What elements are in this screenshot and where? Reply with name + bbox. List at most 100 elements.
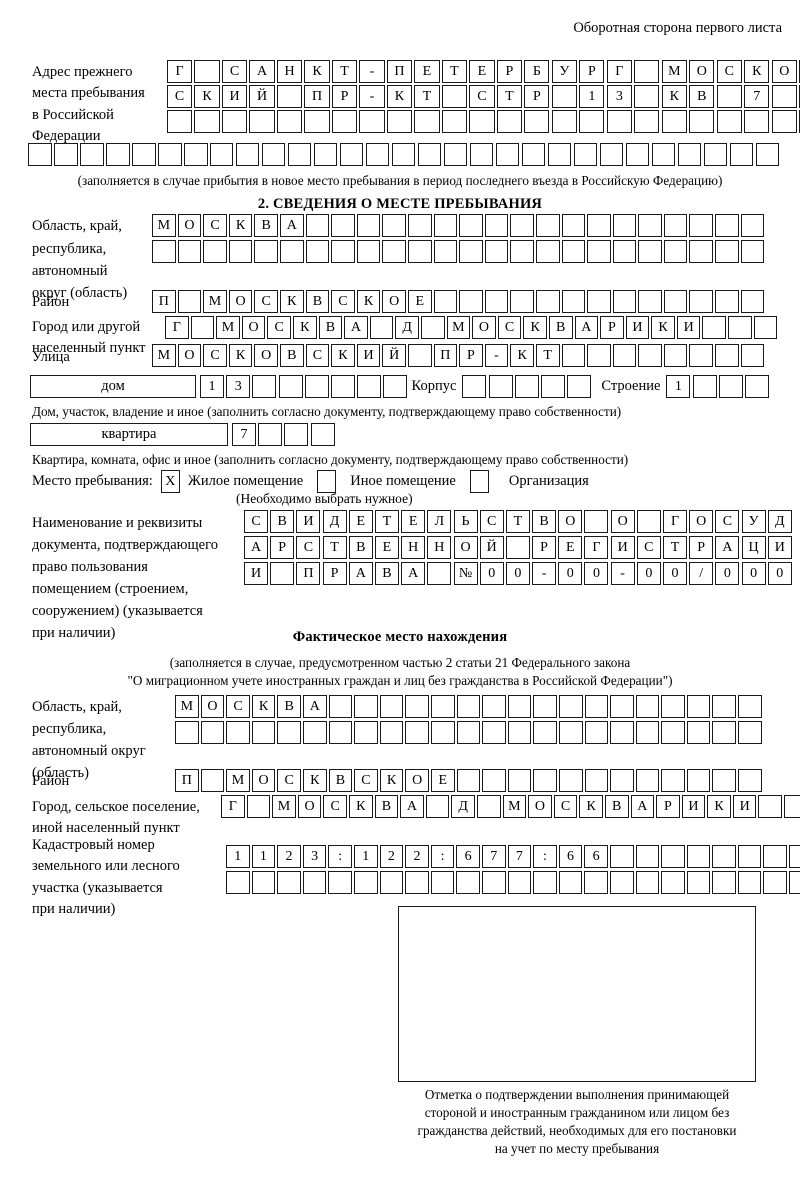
cadastral-row-2[interactable]: [226, 871, 800, 894]
actual-region-r1-cell-5[interactable]: В: [277, 695, 301, 718]
prev-address-r3-cell-16[interactable]: [579, 110, 605, 133]
street-cell-19[interactable]: [612, 344, 637, 367]
prev-address-r2-cell-19[interactable]: К: [661, 85, 687, 108]
prev-address-r1-cell-6[interactable]: К: [304, 60, 330, 83]
prev-address-r4-cell-14[interactable]: [365, 143, 390, 166]
doc-r1-cell-10[interactable]: С: [479, 510, 504, 533]
region-r1-cell-12[interactable]: [433, 214, 458, 237]
prev-address-r3-cell-6[interactable]: [304, 110, 330, 133]
doc-row-3[interactable]: И П Р А В А № 0 0-0 0-0 0/0 0 0: [244, 562, 794, 585]
flat-cell-1[interactable]: 7: [232, 423, 256, 446]
doc-r2-cell-20[interactable]: Ц: [741, 536, 766, 559]
actual-region-r2-cell-23[interactable]: [738, 721, 762, 744]
prev-address-r2-cell-8[interactable]: -: [359, 85, 385, 108]
cadastral-r1-cell-7[interactable]: 2: [379, 845, 404, 868]
actual-city-cell-11[interactable]: [476, 795, 501, 818]
street-cell-15[interactable]: К: [510, 344, 534, 367]
prev-address-r1-cell-23[interactable]: О: [771, 60, 797, 83]
actual-district-cell-16[interactable]: [558, 769, 583, 792]
prev-address-r3-cell-19[interactable]: [661, 110, 687, 133]
region-r2-cell-11[interactable]: [407, 240, 432, 263]
prev-address-r4-cell-20[interactable]: [521, 143, 546, 166]
doc-r3-cell-20[interactable]: 0: [741, 562, 766, 585]
city-cell-22[interactable]: [702, 316, 727, 339]
city-cell-18[interactable]: Р: [600, 316, 624, 339]
cadastral-r2-cell-21[interactable]: [737, 871, 762, 894]
actual-district-cell-17[interactable]: [584, 769, 609, 792]
actual-region-r1-cell-8[interactable]: [354, 695, 378, 718]
city-cell-16[interactable]: В: [548, 316, 573, 339]
prev-address-r2-cell-11[interactable]: [441, 85, 468, 108]
actual-region-r1-cell-3[interactable]: С: [226, 695, 250, 718]
actual-region-r2-cell-16[interactable]: [558, 721, 583, 744]
actual-city-cell-7[interactable]: В: [374, 795, 399, 818]
actual-district-cell-22[interactable]: [712, 769, 737, 792]
actual-region-r2-cell-19[interactable]: [635, 721, 660, 744]
district-cell-23[interactable]: [715, 290, 739, 313]
cadastral-r2-cell-7[interactable]: [379, 871, 404, 894]
korpus-cell-3[interactable]: [514, 375, 539, 398]
region-r1-cell-14[interactable]: [484, 214, 509, 237]
actual-region-r2-cell-5[interactable]: [277, 721, 301, 744]
actual-region-r2-cell-8[interactable]: [354, 721, 378, 744]
street-cell-20[interactable]: [638, 344, 662, 367]
actual-city-cell-17[interactable]: А: [630, 795, 655, 818]
prev-address-r3-cell-8[interactable]: [359, 110, 385, 133]
korpus-cell-4[interactable]: [540, 375, 565, 398]
prev-address-r4-cell-23[interactable]: [599, 143, 624, 166]
region-r1-cell-6[interactable]: А: [279, 214, 304, 237]
city-cell-10[interactable]: Д: [395, 316, 419, 339]
prev-address-r4-cell-11[interactable]: [287, 143, 312, 166]
district-cell-5[interactable]: С: [254, 290, 278, 313]
actual-district-cell-18[interactable]: [610, 769, 634, 792]
doc-r2-cell-1[interactable]: А: [244, 536, 268, 559]
prev-address-r3-cell-23[interactable]: [771, 110, 797, 133]
cadastral-r2-cell-2[interactable]: [251, 871, 276, 894]
doc-r1-cell-12[interactable]: В: [532, 510, 557, 533]
cadastral-r2-cell-3[interactable]: [277, 871, 301, 894]
city-cell-9[interactable]: [369, 316, 394, 339]
prev-address-r4-cell-13[interactable]: [339, 143, 364, 166]
cadastral-r2-cell-5[interactable]: [328, 871, 352, 894]
prev-address-r4-cell-4[interactable]: [105, 143, 130, 166]
prev-address-r1-cell-5[interactable]: Н: [276, 60, 303, 83]
stroenie-cells[interactable]: 1: [666, 375, 771, 398]
doc-r1-cell-21[interactable]: Д: [767, 510, 792, 533]
doc-r1-cell-11[interactable]: Т: [505, 510, 530, 533]
prev-address-r4-cell-27[interactable]: [703, 143, 728, 166]
prev-address-r2-cell-10[interactable]: Т: [414, 85, 440, 108]
cadastral-r2-cell-15[interactable]: [584, 871, 608, 894]
prev-address-r3-cell-5[interactable]: [276, 110, 303, 133]
prev-address-r1-cell-9[interactable]: П: [386, 60, 413, 83]
prev-address-r2-cell-23[interactable]: [771, 85, 797, 108]
street-cell-18[interactable]: [587, 344, 611, 367]
district-cell-15[interactable]: [510, 290, 534, 313]
prev-address-r1-cell-15[interactable]: У: [551, 60, 577, 83]
prev-address-r3-cell-2[interactable]: [194, 110, 220, 133]
city-cell-7[interactable]: В: [318, 316, 343, 339]
prev-address-r2-cell-6[interactable]: П: [304, 85, 330, 108]
prev-address-r4-cell-6[interactable]: [157, 143, 182, 166]
actual-city-cell-16[interactable]: В: [604, 795, 629, 818]
prev-address-r2-cell-13[interactable]: Т: [496, 85, 522, 108]
cadastral-r2-cell-10[interactable]: [456, 871, 480, 894]
actual-city-cell-19[interactable]: И: [681, 795, 706, 818]
doc-r3-cell-16[interactable]: 0: [636, 562, 661, 585]
doc-r1-cell-19[interactable]: С: [715, 510, 740, 533]
flat-cells[interactable]: 7: [232, 423, 337, 446]
region-r2-cell-4[interactable]: [228, 240, 253, 263]
actual-city-cell-15[interactable]: К: [579, 795, 603, 818]
cadastral-r1-cell-21[interactable]: [737, 845, 762, 868]
cadastral-r1-cell-17[interactable]: [635, 845, 660, 868]
doc-r2-cell-10[interactable]: Й: [479, 536, 504, 559]
street-cell-23[interactable]: [715, 344, 739, 367]
cadastral-r2-cell-8[interactable]: [405, 871, 429, 894]
actual-region-r1-cell-12[interactable]: [456, 695, 481, 718]
actual-region-r1-cell-13[interactable]: [482, 695, 506, 718]
city-cell-12[interactable]: М: [446, 316, 471, 339]
region-r1-cell-4[interactable]: К: [228, 214, 253, 237]
